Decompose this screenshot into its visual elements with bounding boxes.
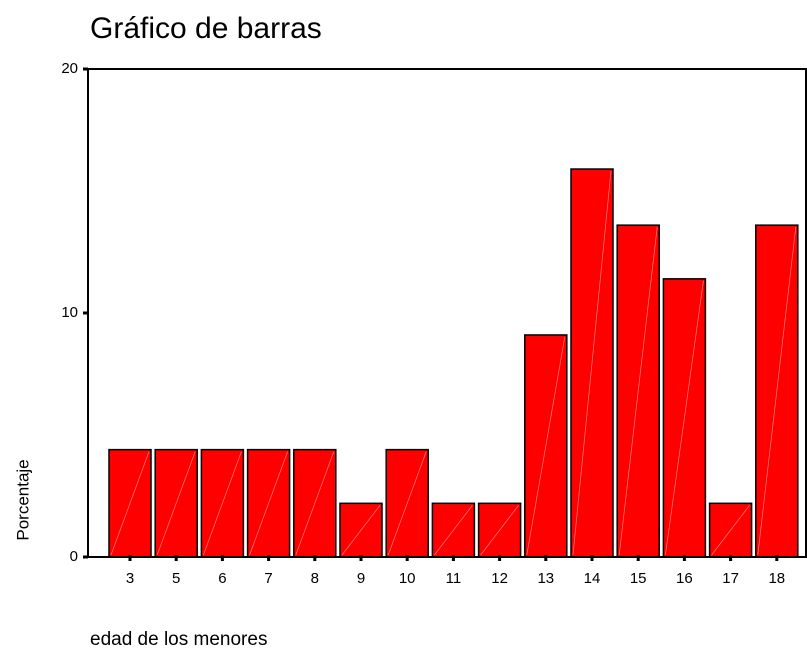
- bar-hatch: [110, 451, 150, 556]
- bar-hatch: [757, 227, 797, 556]
- x-tick-label: 10: [399, 570, 416, 587]
- chart-title: Gráfico de barras: [90, 12, 322, 45]
- x-tick-label: 16: [676, 570, 693, 587]
- bar-hatch: [618, 227, 658, 556]
- bar-hatch: [249, 451, 288, 556]
- x-tick-label: 3: [126, 570, 134, 587]
- y-tick-label: 20: [61, 60, 78, 77]
- x-tick-label: 7: [264, 570, 272, 587]
- bar-hatch: [665, 280, 704, 556]
- x-tick-label: 8: [311, 570, 319, 587]
- x-axis-label: edad de los menores: [90, 629, 267, 650]
- bar-hatch: [387, 451, 427, 556]
- bar-hatch: [480, 505, 519, 556]
- x-tick-label: 9: [357, 570, 365, 587]
- y-tick-label: 10: [61, 304, 78, 321]
- bar-hatch: [203, 451, 242, 556]
- bar: [293, 448, 337, 558]
- x-tick-label: 11: [446, 570, 462, 587]
- x-tick-label: 12: [491, 570, 508, 587]
- x-tick-label: 6: [218, 570, 226, 587]
- bar-hatch: [434, 505, 473, 556]
- bar-hatch: [295, 451, 335, 556]
- x-tick-label: 14: [584, 570, 601, 587]
- y-tick-label: 0: [70, 548, 78, 565]
- x-tick-label: 18: [768, 570, 785, 587]
- x-tick-label: 13: [537, 570, 554, 587]
- bar-hatch: [526, 336, 566, 556]
- y-axis-label: Porcentaje: [13, 459, 32, 540]
- x-tick-label: 5: [172, 570, 180, 587]
- bar-hatch: [572, 171, 612, 556]
- bar-hatch: [341, 505, 381, 556]
- bar-hatch: [156, 451, 196, 556]
- bar-hatch: [711, 505, 750, 556]
- x-tick-label: 15: [630, 570, 647, 587]
- x-tick-label: 17: [722, 570, 739, 587]
